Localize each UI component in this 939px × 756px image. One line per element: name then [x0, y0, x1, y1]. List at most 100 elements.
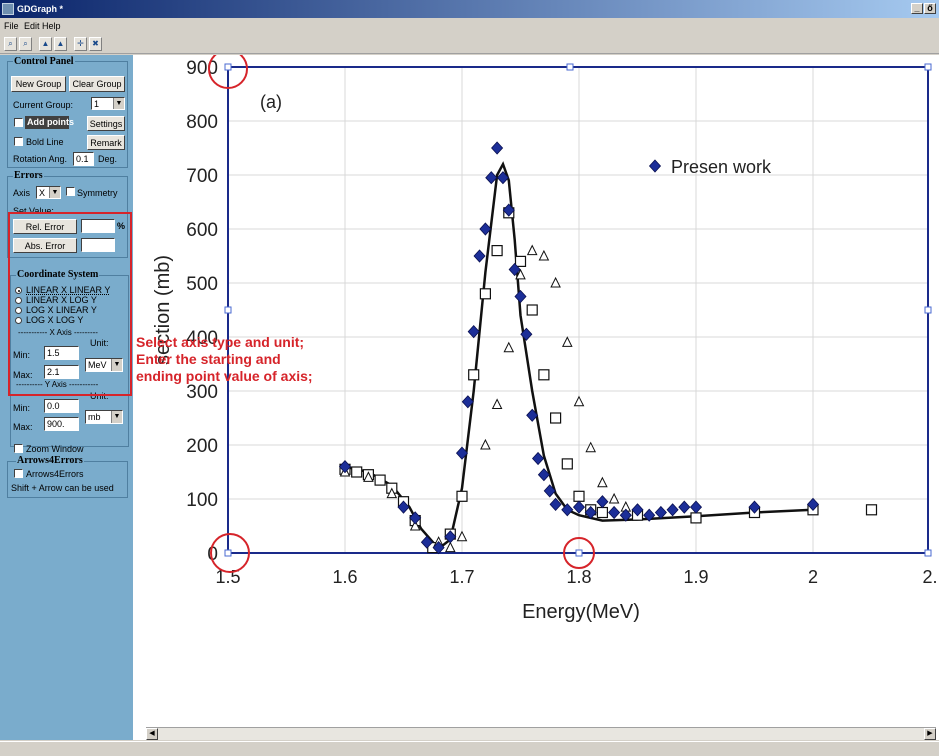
- menu-help[interactable]: Help: [42, 21, 61, 31]
- fit-icon[interactable]: ✖: [89, 37, 102, 51]
- radio-linear-linear-label: LINEAR X LINEAR Y: [26, 285, 111, 295]
- data-point-square: [491, 245, 503, 257]
- scroll-right-icon[interactable]: ▶: [924, 728, 936, 740]
- add-points-checkbox[interactable]: [14, 118, 23, 127]
- chevron-down-icon: ▼: [113, 98, 124, 109]
- data-point-diamond: [496, 171, 509, 185]
- data-point-square: [573, 490, 585, 502]
- x-max-input[interactable]: 2.1: [44, 365, 79, 379]
- data-point-square: [550, 412, 562, 424]
- data-point-triangle: [526, 244, 538, 256]
- control-panel-title: Control Panel: [13, 56, 75, 67]
- highlight-box: [8, 212, 132, 396]
- bold-line-label: Bold Line: [26, 137, 64, 147]
- radio-log-log-label: LOG X LOG Y: [26, 315, 84, 325]
- rotation-unit: Deg.: [98, 154, 118, 164]
- scroll-left-icon[interactable]: ◀: [146, 728, 158, 740]
- highlight-circle: [210, 533, 250, 573]
- annotation: Select axis type and unit; Enter the sta…: [136, 334, 376, 385]
- move-icon[interactable]: ✛: [74, 37, 87, 51]
- zoom-window-label: Zoom Window: [26, 444, 84, 454]
- data-point-square: [468, 369, 480, 381]
- data-point-square: [479, 288, 491, 300]
- x-tick-label: 2: [808, 567, 818, 587]
- data-point-diamond: [561, 503, 574, 517]
- resize-handle: [924, 306, 932, 314]
- x-min-input[interactable]: 1.5: [44, 346, 79, 360]
- fit-curve: [344, 161, 814, 551]
- x-unit-label: Unit:: [90, 338, 109, 348]
- y-unit-select[interactable]: mb ▼: [85, 410, 123, 424]
- clear-group-button[interactable]: Clear Group: [69, 76, 125, 92]
- data-point-triangle: [444, 541, 456, 553]
- data-point-diamond: [572, 500, 586, 514]
- data-point-triangle: [550, 276, 561, 288]
- y-tick-label: 0: [207, 544, 218, 565]
- y-unit-value: mb: [88, 412, 101, 422]
- rotation-label: Rotation Ang.: [13, 154, 68, 164]
- radio-log-log[interactable]: [15, 317, 22, 324]
- minimize-button[interactable]: _: [911, 3, 923, 14]
- symmetry-checkbox[interactable]: [66, 187, 75, 196]
- arrows-checkbox-label: Arrows4Errors: [26, 469, 84, 479]
- x-tick-label: 1.9: [683, 567, 708, 587]
- rotation-input[interactable]: 0.1: [73, 152, 94, 166]
- data-point-diamond: [473, 249, 486, 263]
- data-point-diamond: [666, 503, 679, 517]
- y-min-input[interactable]: 0.0: [44, 399, 79, 413]
- data-point-triangle: [409, 519, 421, 531]
- data-point-diamond: [520, 327, 533, 341]
- bold-line-checkbox[interactable]: [14, 137, 23, 146]
- current-group-select[interactable]: 1 ▼: [91, 97, 125, 110]
- x-max-label: Max:: [13, 370, 33, 380]
- legend-label: Presen work: [671, 157, 772, 177]
- data-point-diamond: [455, 446, 469, 460]
- data-point-square: [456, 490, 468, 502]
- zoom-out-icon[interactable]: ⌕: [19, 37, 32, 51]
- y-max-input[interactable]: 900.: [44, 417, 79, 431]
- data-point-triangle: [597, 476, 608, 488]
- data-point-square: [514, 255, 527, 267]
- rel-error-input[interactable]: [81, 219, 115, 233]
- data-point-triangle: [363, 471, 374, 482]
- horizontal-scrollbar[interactable]: ◀ ▶: [146, 727, 936, 740]
- x-unit-select[interactable]: MeV ▼: [85, 358, 123, 372]
- data-point-triangle: [538, 249, 550, 261]
- plot-type-a-icon[interactable]: ▲: [39, 37, 52, 51]
- toolbar: ⌕ ⌕ ▲ ▲ ✛ ✖: [0, 34, 939, 54]
- data-point-diamond: [479, 222, 492, 236]
- rel-error-button[interactable]: Rel. Error: [13, 219, 77, 234]
- resize-handle: [224, 549, 232, 557]
- plot-area: 0 100 200 300 400 500 600 700 800 900 1.5 1.6 1.7 1.8…: [133, 49, 939, 740]
- settings-button[interactable]: Settings: [87, 116, 125, 131]
- data-point-square: [561, 458, 573, 470]
- highlight-circle: [563, 537, 595, 569]
- data-point-diamond: [485, 171, 498, 185]
- zoom-in-icon[interactable]: ⌕: [4, 37, 17, 51]
- abs-error-button[interactable]: Abs. Error: [13, 238, 77, 253]
- error-axis-select[interactable]: X ▼: [36, 186, 61, 199]
- app-icon: [2, 3, 14, 15]
- radio-linear-linear[interactable]: [15, 287, 22, 294]
- data-point-diamond: [467, 325, 480, 339]
- arrows-checkbox[interactable]: [14, 469, 23, 478]
- data-point-diamond: [491, 141, 504, 155]
- x-tick-label: 1.6: [332, 567, 357, 587]
- data-point-diamond: [508, 262, 521, 277]
- restore-button[interactable]: ő: [924, 3, 936, 14]
- zoom-window-checkbox[interactable]: [14, 444, 23, 453]
- plot-type-b-icon[interactable]: ▲: [54, 37, 67, 51]
- menu-file[interactable]: File: [4, 21, 19, 31]
- radio-linear-log[interactable]: [15, 297, 22, 304]
- radio-log-linear[interactable]: [15, 307, 22, 314]
- abs-error-input[interactable]: [81, 238, 115, 252]
- x-tick-label: 2.: [922, 567, 937, 587]
- y-tick-label: 800: [186, 112, 218, 133]
- y-tick-label: 300: [186, 382, 218, 403]
- new-group-button[interactable]: New Group: [11, 76, 66, 92]
- remark-button[interactable]: Remark: [87, 135, 125, 150]
- menu-edit[interactable]: Edit: [24, 21, 40, 31]
- add-points-label[interactable]: Add points: [25, 116, 74, 129]
- data-point-diamond: [643, 508, 656, 522]
